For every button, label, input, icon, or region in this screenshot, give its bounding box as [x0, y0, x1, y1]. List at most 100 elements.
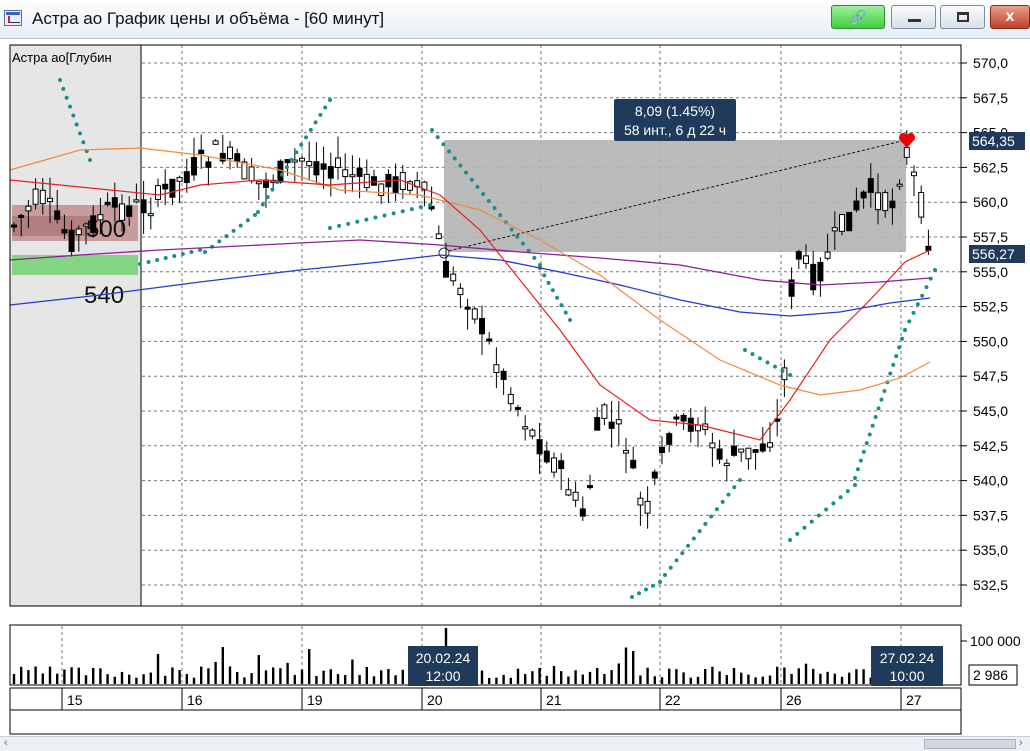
ma-long-line [9, 254, 931, 317]
candle-body [817, 261, 824, 282]
heart-marker-icon [899, 133, 915, 148]
candle-body [169, 178, 176, 198]
price-axis-label: 545,0 [973, 403, 1008, 419]
sar-dot [328, 98, 332, 102]
candle-body [536, 439, 543, 455]
price-axis-label: 560,0 [973, 194, 1008, 210]
sar-dot [903, 328, 907, 332]
measure-label-line2: 58 инт., 6 д 22 ч [624, 122, 726, 138]
price-plot-frame [9, 44, 962, 607]
price-marker-last: 556,27 [972, 246, 1015, 262]
sar-dot [318, 112, 323, 117]
candle-body [313, 161, 320, 176]
candle-body [457, 287, 464, 296]
candle-body [630, 459, 637, 469]
price-axis-label: 537,5 [973, 507, 1008, 523]
sar-dot [894, 354, 899, 359]
ma-fast-line [9, 179, 931, 441]
sar-dot [773, 364, 777, 369]
candle-body [608, 421, 615, 429]
sar-dot [920, 293, 925, 298]
sar-dot [765, 360, 770, 365]
date-axis [9, 687, 962, 711]
sar-dot [253, 213, 257, 217]
price-axis-label: 557,5 [973, 229, 1008, 245]
candle-body [198, 149, 205, 155]
sar-dot [663, 573, 667, 577]
sar-dot [498, 213, 503, 218]
minimize-button[interactable] [891, 5, 936, 29]
sar-dot [382, 213, 387, 218]
price-candles [11, 130, 932, 529]
volume-last-value: 2 986 [973, 667, 1008, 683]
sar-dot [845, 489, 850, 494]
candle-body [587, 485, 593, 489]
sar-dot [364, 217, 369, 222]
candle-body [219, 152, 226, 162]
candle-body [443, 261, 449, 278]
candle-body [234, 153, 241, 162]
candle-body [75, 228, 82, 236]
sar-dot [703, 521, 708, 526]
sar-dot [780, 368, 785, 373]
link-button[interactable]: 🔗 [831, 5, 885, 29]
price-marker-high-box [969, 132, 1025, 150]
candle-body [191, 157, 197, 176]
sar-dot [452, 156, 457, 161]
candle-body [356, 167, 363, 177]
scroll-left-icon[interactable]: ‹ [4, 737, 8, 749]
measure-label-box [614, 99, 736, 141]
sar-dot [743, 348, 747, 352]
sar-dot [900, 336, 905, 341]
sar-dot [864, 441, 869, 446]
sar-dot [538, 263, 542, 267]
sar-dot [816, 513, 821, 518]
sar-dot [88, 158, 92, 162]
sar-dot [238, 223, 243, 228]
candle-body [493, 364, 500, 374]
sar-dot [546, 280, 551, 285]
sar-dot [855, 467, 860, 472]
candle-body [162, 183, 169, 190]
volume-axis-label: 100 000 [970, 633, 1021, 649]
sar-dot [81, 140, 86, 145]
measure-start-point[interactable] [438, 247, 450, 259]
candle-body [666, 433, 673, 445]
sar-dot [146, 260, 151, 264]
maximize-button[interactable] [940, 5, 985, 29]
candle-body [831, 227, 838, 232]
candle-body [911, 171, 917, 177]
sar-dot [686, 543, 691, 548]
horizontal-scrollbar[interactable]: ‹ › [0, 736, 1030, 751]
sar-dot [795, 531, 800, 536]
candle-body [241, 161, 248, 180]
sar-dot [203, 250, 207, 254]
sar-dot [809, 519, 814, 524]
sar-dot [853, 483, 857, 487]
candle-body [723, 462, 730, 467]
candle-body [61, 229, 68, 234]
volume-last-box [968, 664, 1018, 686]
candle-body [155, 185, 161, 200]
candle-body [615, 419, 622, 425]
sar-dot [355, 219, 360, 224]
candle-body [450, 273, 457, 282]
sar-dot [475, 184, 480, 189]
sar-dot [435, 135, 440, 140]
sar-dot [74, 122, 79, 127]
sar-dot [630, 595, 634, 599]
sar-dot [714, 507, 719, 512]
sar-dot [441, 142, 446, 147]
candle-body [558, 460, 565, 470]
candle-body [889, 200, 896, 209]
scroll-right-icon[interactable]: › [1019, 737, 1023, 749]
sar-dot [915, 302, 920, 307]
candle-body [11, 224, 17, 228]
sar-dot [732, 485, 737, 490]
scroll-thumb[interactable] [924, 739, 1016, 749]
sar-dot [758, 356, 762, 361]
price-axis-label: 535,0 [973, 542, 1008, 558]
price-axis-label: 540,0 [973, 473, 1008, 489]
candle-body [579, 508, 586, 517]
